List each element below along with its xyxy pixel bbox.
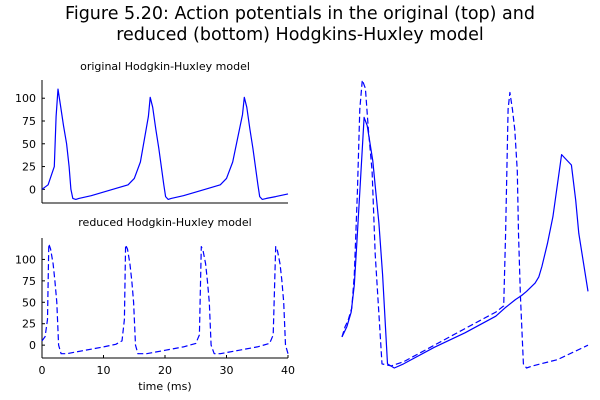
x-tick-label-bottom: 30 [220,364,234,377]
figure-title-line-1: Figure 5.20: Action potentials in the or… [65,4,535,24]
chart-title-bottom: reduced Hodgkin-Huxley model [78,216,251,229]
y-tick-label-top: 100 [15,92,36,105]
x-tick-label-bottom: 40 [281,364,295,377]
figure-title-line-2: reduced (bottom) Hodgkins-Huxley model [116,25,484,45]
figure-title: Figure 5.20: Action potentials in the or… [0,4,600,46]
chart-top: original Hodgkin-Huxley model 0 25 50 75 100 [15,60,289,204]
y-tick-label-top: 75 [22,115,36,128]
y-tick-label-bottom: 75 [22,275,36,288]
x-tick-label-bottom: 0 [39,364,46,377]
y-tick-label-top: 50 [22,138,36,151]
series-line-bottom-dashed [41,243,289,355]
x-axis-label-bottom: time (ms) [138,380,191,393]
y-tick-label-bottom: 25 [22,318,36,331]
y-tick-label-top: 25 [22,161,36,174]
series-line-right-solid [341,116,589,369]
x-tick-label-bottom: 10 [97,364,111,377]
y-tick-label-bottom: 100 [15,253,36,266]
x-tick-label-bottom: 20 [158,364,172,377]
chart-bottom: reduced Hodgkin-Huxley model 0 25 50 75 100 0 1… [15,216,295,393]
chart-right [341,79,589,369]
y-tick-label-top: 0 [29,183,36,196]
y-tick-label-bottom: 50 [22,296,36,309]
series-line-top-solid [41,88,289,200]
y-tick-label-bottom: 0 [29,339,36,352]
chart-title-top: original Hodgkin-Huxley model [80,60,250,73]
